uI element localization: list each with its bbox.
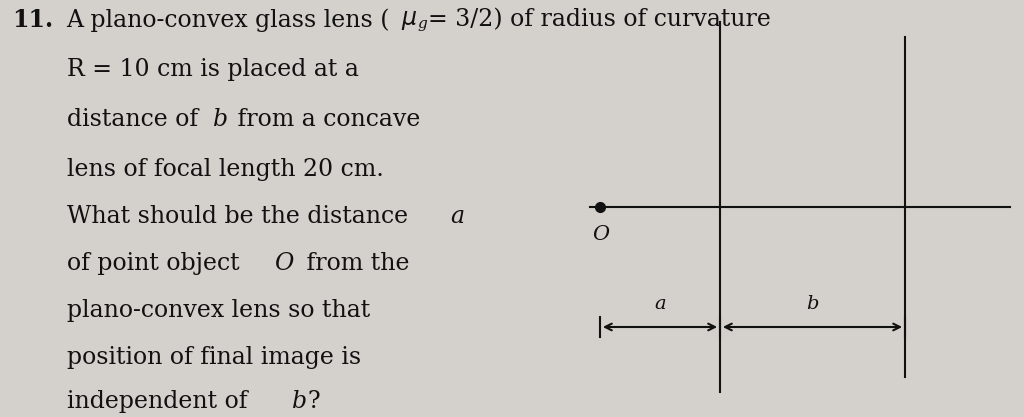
Text: from a concave: from a concave bbox=[230, 108, 421, 131]
Text: lens of focal length 20 cm.: lens of focal length 20 cm. bbox=[67, 158, 383, 181]
Text: plano-convex lens so that: plano-convex lens so that bbox=[67, 299, 370, 322]
Text: from the: from the bbox=[299, 252, 410, 275]
Text: a: a bbox=[451, 205, 465, 228]
Text: O: O bbox=[592, 225, 609, 244]
Text: position of final image is: position of final image is bbox=[67, 346, 360, 369]
Text: O: O bbox=[274, 252, 294, 275]
Text: of point object: of point object bbox=[67, 252, 247, 275]
Text: g: g bbox=[418, 17, 428, 31]
Text: ?: ? bbox=[307, 390, 319, 413]
Text: b: b bbox=[292, 390, 307, 413]
Text: b: b bbox=[806, 295, 819, 313]
Text: = 3/2) of radius of curvature: = 3/2) of radius of curvature bbox=[428, 8, 771, 31]
Text: distance of: distance of bbox=[67, 108, 205, 131]
Text: 11.: 11. bbox=[12, 8, 53, 32]
Text: $\mu$: $\mu$ bbox=[401, 8, 418, 32]
Text: a: a bbox=[654, 295, 666, 313]
Text: A plano-convex glass lens (: A plano-convex glass lens ( bbox=[67, 8, 390, 32]
Text: independent of: independent of bbox=[67, 390, 255, 413]
Text: b: b bbox=[213, 108, 228, 131]
Text: R = 10 cm is placed at a: R = 10 cm is placed at a bbox=[67, 58, 358, 81]
Text: What should be the distance: What should be the distance bbox=[67, 205, 415, 228]
